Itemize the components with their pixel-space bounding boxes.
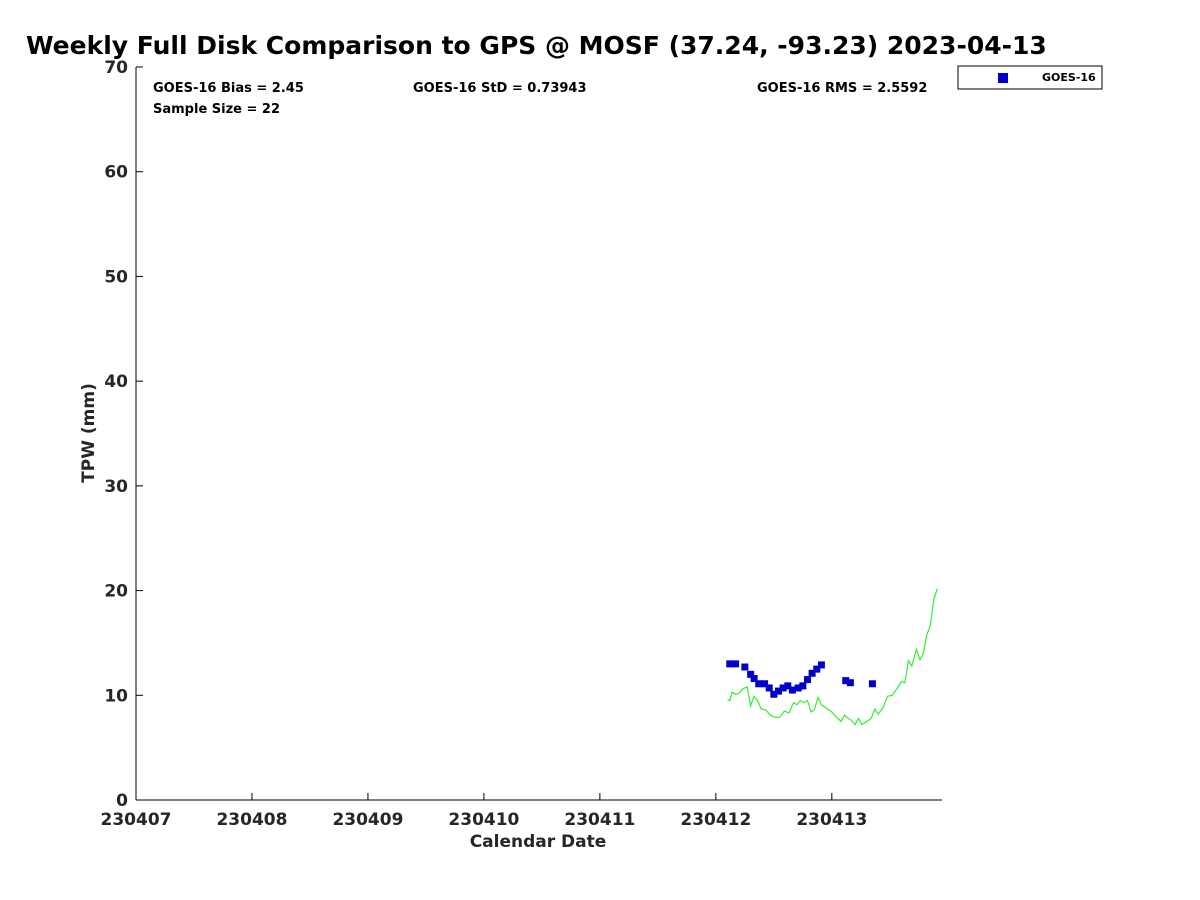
goes16-data-point (803, 676, 811, 684)
goes16-data-point (770, 690, 778, 698)
chart-title: Weekly Full Disk Comparison to GPS @ MOS… (26, 31, 1047, 60)
stat-sample-size: Sample Size = 22 (153, 102, 280, 117)
goes16-data-point (842, 677, 850, 685)
legend: GOES-16 (957, 65, 1103, 90)
gps-line-series (727, 588, 938, 726)
y-tick-label: 70 (104, 58, 128, 78)
x-ticks: 230407 230408 230409 230410 230411 230412 2304… (101, 793, 867, 830)
x-tick-label: 230408 (216, 810, 287, 830)
plot-area: 0 10 20 30 40 50 60 70 230407 230408 230409 230410… (101, 58, 942, 830)
goes16-data-point (750, 675, 758, 683)
goes16-data-point (732, 660, 740, 668)
x-tick-label: 230411 (564, 810, 635, 830)
y-axis-label: TPW (mm) (79, 383, 99, 483)
goes16-data-point (794, 684, 802, 692)
y-tick-label: 60 (104, 163, 128, 183)
legend-box (957, 65, 1103, 90)
goes16-data-point (784, 682, 792, 690)
goes16-points (726, 660, 876, 698)
goes16-data-point (813, 665, 821, 673)
goes16-data-point (808, 669, 816, 677)
goes16-data-point (726, 660, 734, 668)
x-tick-label: 230409 (332, 810, 403, 830)
goes16-data-point (779, 684, 787, 692)
goes16-data-point (765, 684, 773, 692)
stat-bias: GOES-16 Bias = 2.45 (153, 81, 304, 96)
y-tick-label: 20 (104, 582, 128, 602)
stat-std: GOES-16 StD = 0.73943 (413, 81, 587, 96)
legend-marker (998, 73, 1008, 83)
x-tick-label: 230413 (796, 810, 867, 830)
stat-rms: GOES-16 RMS = 2.5592 (757, 81, 927, 96)
goes16-data-point (799, 682, 807, 690)
x-tick-label: 230412 (680, 810, 751, 830)
x-axis-label: Calendar Date (470, 832, 607, 852)
y-tick-label: 40 (104, 372, 128, 392)
goes16-data-point (755, 680, 763, 688)
x-tick-label: 230407 (101, 810, 172, 830)
gps-tpw-line (727, 588, 938, 726)
y-tick-label: 50 (104, 267, 128, 287)
goes16-data-point (741, 663, 749, 671)
y-tick-label: 0 (116, 791, 128, 811)
goes16-data-point (761, 680, 769, 688)
goes16-data-point (774, 687, 782, 695)
goes16-data-point (788, 686, 796, 694)
goes16-data-point (846, 679, 854, 687)
y-ticks: 0 10 20 30 40 50 60 70 (104, 58, 143, 811)
goes16-data-point (817, 661, 825, 669)
goes16-data-point (747, 670, 755, 678)
goes16-data-point (868, 680, 876, 688)
y-tick-label: 10 (104, 686, 128, 706)
stats-annotations: GOES-16 Bias = 2.45 GOES-16 StD = 0.7394… (153, 81, 927, 117)
y-tick-label: 30 (104, 477, 128, 497)
x-tick-label: 230410 (448, 810, 519, 830)
legend-label: GOES-16 (1042, 71, 1096, 84)
